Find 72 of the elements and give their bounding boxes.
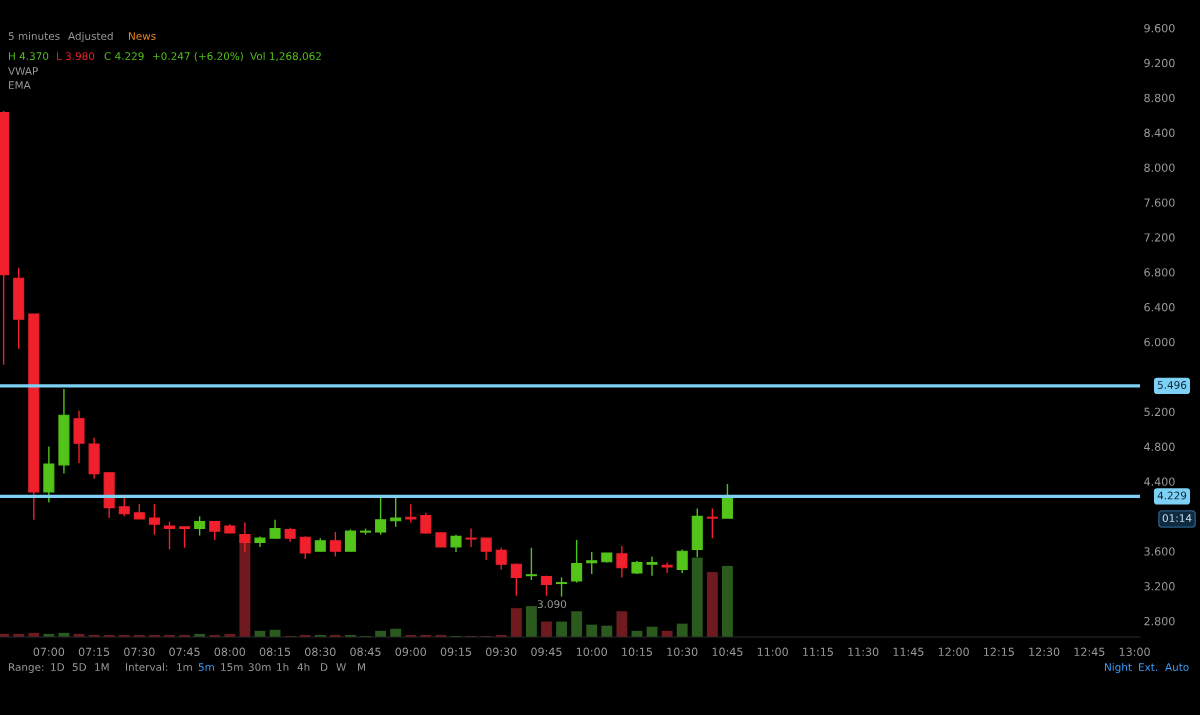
y-tick-label: 8.000 (1144, 163, 1175, 172)
text: 30m (248, 663, 271, 672)
text: Interval: (126, 662, 168, 672)
ref-line-label: 4.229 (1157, 491, 1187, 500)
text: 4h (297, 662, 310, 671)
text: 1h (277, 662, 289, 671)
text: 5D (72, 663, 87, 672)
text: 1m (177, 663, 192, 671)
x-tick-label: 08:00 (214, 647, 246, 656)
ref-line-label: 5.496 (1157, 381, 1187, 389)
text: Ext. (1139, 663, 1158, 671)
annotation: EMA (9, 81, 31, 89)
x-tick-label: 11:30 (848, 647, 879, 656)
x-tick-label: 08:15 (259, 647, 291, 656)
annotation: +0.247 (+6.20%) (153, 51, 243, 62)
text: 01:14 (1162, 514, 1192, 523)
y-tick-label: 3.200 (1144, 582, 1175, 591)
annotation: News (129, 32, 156, 41)
y-tick-label: 6.800 (1144, 268, 1175, 277)
x-tick-label: 08:45 (350, 647, 381, 656)
text: 5m (198, 663, 214, 672)
annotation: VWAP (8, 67, 38, 75)
y-tick-label: 7.200 (1144, 233, 1175, 242)
y-tick-label: 6.000 (1144, 337, 1175, 347)
x-tick-label: 11:15 (803, 647, 833, 656)
x-tick-label: 10:45 (712, 647, 743, 656)
text: 1M (95, 663, 109, 671)
text: Auto (1165, 663, 1189, 672)
x-tick-label: 11:45 (893, 647, 924, 656)
x-tick-label: 07:30 (124, 647, 155, 656)
x-tick-label: 13:00 (1119, 647, 1150, 656)
y-tick-label: 3.600 (1144, 547, 1175, 556)
text: W (336, 663, 346, 671)
text: D (321, 663, 328, 671)
text: Night (1105, 662, 1132, 674)
annotation: Vol 1,268,062 (250, 51, 321, 62)
x-tick-label: 12:00 (938, 647, 969, 656)
x-tick-label: 10:30 (667, 647, 698, 656)
x-tick-label: 09:45 (531, 647, 562, 656)
y-tick-label: 4.400 (1144, 477, 1175, 486)
annotation: 3.090 (537, 600, 567, 609)
y-tick-label: 4.800 (1144, 442, 1175, 451)
x-tick-label: 07:45 (169, 647, 200, 656)
x-tick-label: 10:00 (576, 647, 607, 656)
y-tick-label: 8.400 (1144, 128, 1175, 138)
x-tick-label: 10:15 (622, 647, 652, 656)
annotation: L 3.980 (57, 52, 95, 61)
y-tick-label: 5.200 (1144, 407, 1175, 417)
x-tick-label: 09:30 (485, 647, 517, 656)
annotation: H 4.370 (9, 52, 49, 61)
x-tick-label: 12:15 (984, 647, 1014, 656)
text: M (358, 663, 365, 671)
y-tick-label: 6.400 (1144, 303, 1175, 312)
y-tick-label: 2.800 (1144, 616, 1175, 626)
text: 1D (51, 663, 65, 671)
y-tick-label: 9.600 (1144, 23, 1175, 33)
y-tick-label: 9.200 (1144, 58, 1175, 68)
x-tick-label: 09:00 (395, 647, 427, 656)
annotation: Adjusted (68, 31, 113, 43)
x-tick-label: 09:15 (440, 647, 472, 656)
y-tick-label: 7.600 (1144, 198, 1175, 207)
x-tick-label: 08:30 (305, 647, 336, 656)
x-tick-label: 07:15 (78, 647, 110, 656)
x-tick-label: 12:45 (1074, 647, 1105, 656)
x-tick-label: 07:00 (33, 647, 65, 656)
y-tick-label: 8.800 (1144, 93, 1175, 103)
annotation: C 4.229 (104, 52, 144, 61)
annotation: 5 minutes (8, 31, 60, 41)
text: 15m (221, 663, 243, 672)
text: Range: (9, 663, 44, 674)
x-tick-label: 12:30 (1029, 647, 1060, 656)
x-tick-label: 11:00 (757, 647, 788, 656)
